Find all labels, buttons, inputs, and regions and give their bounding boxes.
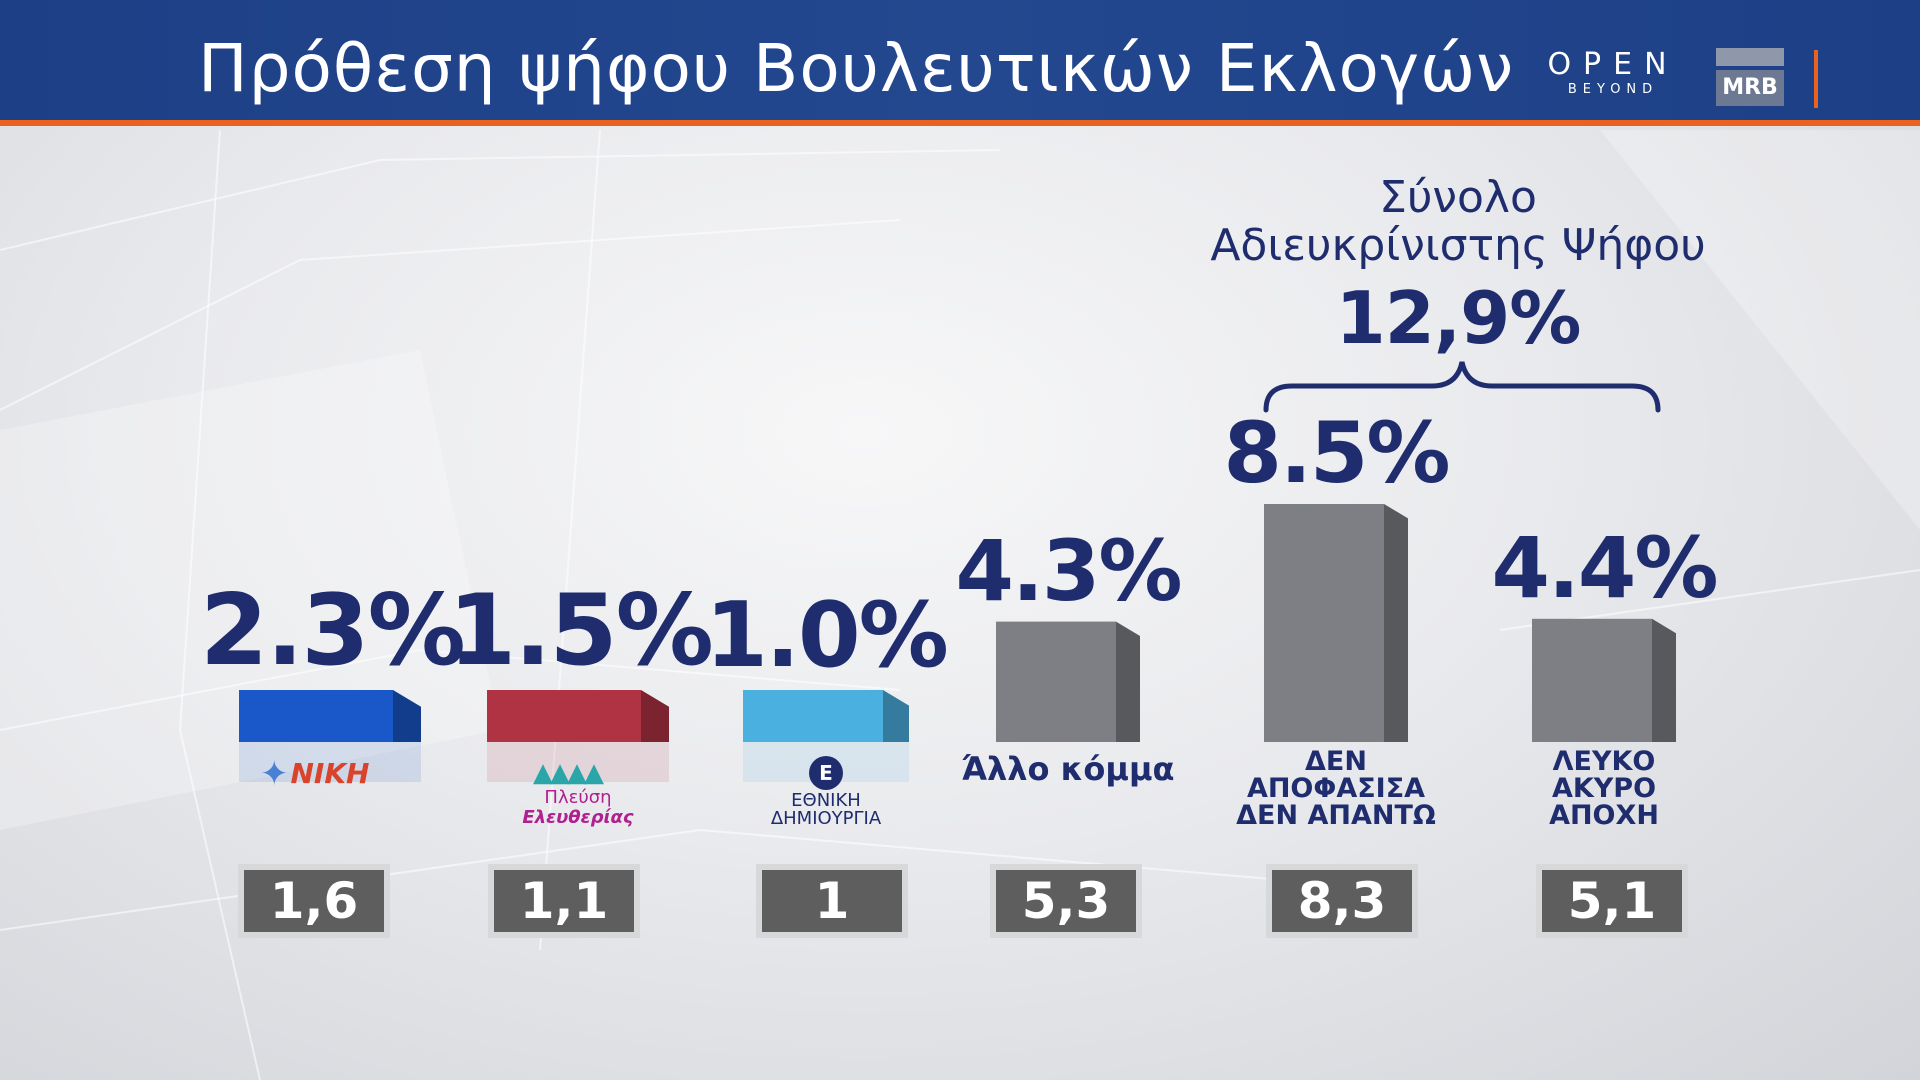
page-title: Πρόθεση ψήφου Βουλευτικών Εκλογών [198, 30, 1515, 107]
value-label-2: 1.5% [448, 574, 714, 689]
total-undecided-block: Σύνολο Αδιευκρίνιστης Ψήφου 12,9% [1158, 174, 1758, 366]
previous-value-box-2: 1,1 [488, 864, 640, 938]
bar-front-4 [996, 621, 1116, 742]
ethniki-emblem-icon: Ε [809, 756, 843, 790]
total-undecided-title-1: Σύνολο [1379, 172, 1537, 223]
bar-side-4 [1116, 621, 1140, 742]
mrb-logo-stripe [1716, 48, 1784, 66]
bar-front-5 [1264, 504, 1384, 742]
category-label-4-line-1: Άλλο κόμμα [961, 750, 1175, 788]
previous-value-box-3: 1 [756, 864, 908, 938]
category-label-3-line-1: ΕΘΝΙΚΗ [791, 790, 861, 811]
header-accent-tick [1814, 50, 1818, 108]
category-label-5-line-2: ΑΠΟΦΑΣΙΣΑ [1246, 773, 1426, 804]
previous-value-box-6: 5,1 [1536, 864, 1688, 938]
bar-front-1 [239, 690, 393, 742]
category-label-3: ΕΘΝΙΚΗ ΔΗΜΙΟΥΡΓΙΑ [716, 792, 936, 828]
bar-2 [487, 690, 669, 782]
bar-side-3 [883, 690, 909, 742]
bar-1 [239, 690, 421, 782]
bar-5 [1264, 504, 1408, 742]
category-label-3-line-2: ΔΗΜΙΟΥΡΓΙΑ [770, 808, 882, 829]
bar-reflection-2 [487, 742, 669, 782]
bar-front-3 [743, 690, 883, 742]
value-label-4: 4.3% [955, 521, 1183, 620]
category-label-2-line-2: Ελευθερίας [522, 807, 634, 828]
mrb-logo: MRB [1716, 48, 1784, 106]
value-label-6: 4.4% [1491, 519, 1719, 618]
header-bar: Πρόθεση ψήφου Βουλευτικών Εκλογών OPEN B… [0, 0, 1920, 126]
value-label-3: 1.0% [705, 583, 949, 689]
category-label-2-line-1: Πλεύση [544, 787, 612, 808]
category-label-6-line-3: ΑΠΟΧΗ [1549, 800, 1659, 831]
open-logo-text: OPEN [1547, 47, 1679, 82]
sailboats-icon: ▲▲▲▲ [533, 758, 604, 788]
category-label-4: Άλλο κόμμα [958, 750, 1178, 788]
bar-side-5 [1384, 504, 1408, 742]
category-label-1: ΝΙΚΗ [220, 757, 440, 790]
category-label-6-line-2: ΑΚΥΡΟ [1551, 773, 1657, 804]
open-channel-logo: OPEN BEYOND [1546, 50, 1680, 100]
bar-side-2 [641, 690, 669, 742]
mrb-logo-text: MRB [1716, 70, 1784, 106]
bar-front-6 [1532, 618, 1652, 742]
category-label-6: ΛΕΥΚΟ ΑΚΥΡΟ ΑΠΟΧΗ [1494, 748, 1714, 829]
total-undecided-value: 12,9% [1335, 276, 1582, 360]
bar-side-6 [1652, 618, 1676, 742]
bar-side-1 [393, 690, 421, 742]
category-label-5-line-3: ΔΕΝ ΑΠΑΝΤΩ [1236, 800, 1436, 831]
category-label-2: Πλεύση Ελευθερίας [468, 788, 688, 828]
total-brace [1263, 361, 1661, 413]
previous-value-box-5: 8,3 [1266, 864, 1418, 938]
bar-front-2 [487, 690, 641, 742]
category-label-5-line-1: ΔΕΝ [1305, 746, 1367, 777]
value-label-1: 2.3% [200, 574, 466, 689]
total-undecided-title-2: Αδιευκρίνιστης Ψήφου [1210, 220, 1706, 271]
category-label-6-line-1: ΛΕΥΚΟ [1552, 746, 1656, 777]
previous-value-box-4: 5,3 [990, 864, 1142, 938]
category-label-1-line-1: ΝΙΚΗ [290, 757, 370, 790]
value-label-5: 8.5% [1223, 404, 1451, 503]
bar-4 [996, 621, 1140, 742]
bar-reflection-1 [239, 742, 421, 782]
bar-6 [1532, 618, 1676, 742]
category-label-5: ΔΕΝ ΑΠΟΦΑΣΙΣΑ ΔΕΝ ΑΠΑΝΤΩ [1226, 748, 1446, 829]
previous-value-box-1: 1,6 [238, 864, 390, 938]
beyond-logo-text: BEYOND [1567, 82, 1659, 97]
niki-star-icon: ✦ [260, 754, 289, 794]
